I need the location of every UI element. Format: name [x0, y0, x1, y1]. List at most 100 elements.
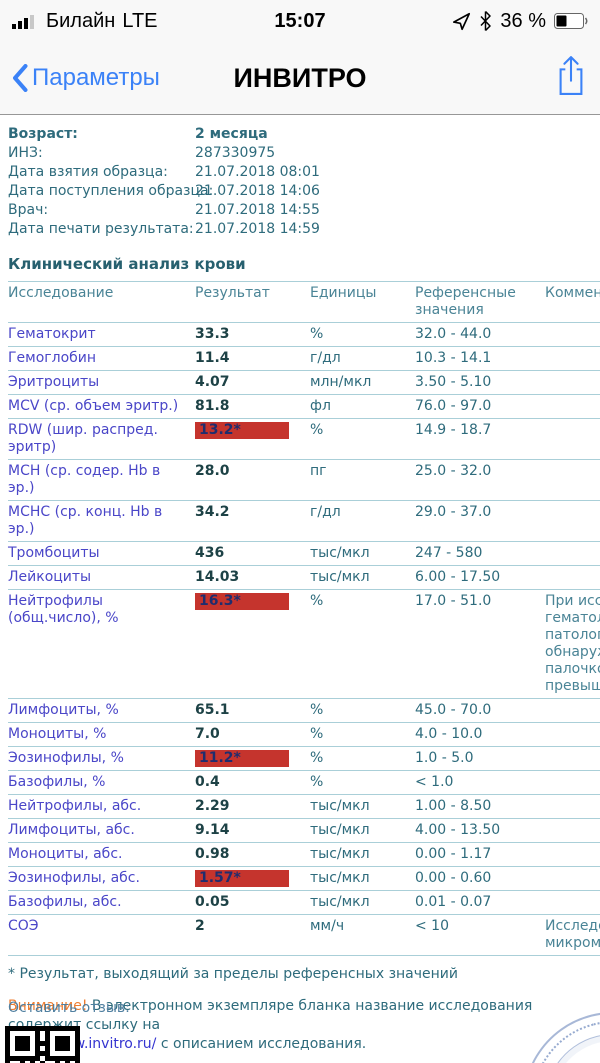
units-value: тыс/мкл: [310, 569, 370, 585]
test-name-link[interactable]: Моноциты, %: [8, 726, 107, 742]
result-value: 9.14: [195, 822, 230, 838]
col-header-result: Результат: [195, 285, 270, 301]
feedback-label: Оставить отзыв:: [8, 1000, 130, 1016]
back-button[interactable]: Параметры: [12, 64, 160, 92]
reference-footnote: * Результат, выходящий за пределы рефере…: [8, 966, 458, 982]
reference-range: 17.0 - 51.0: [415, 593, 492, 609]
test-name-link[interactable]: Нейтрофилы, абс.: [8, 798, 142, 814]
table-row: Тромбоциты 436 тыс/мкл 247 - 580: [8, 542, 600, 566]
col-header-name: Исследование: [8, 285, 114, 301]
result-value: 2.29: [195, 798, 230, 814]
info-value: 287330975: [195, 145, 276, 161]
test-name-link[interactable]: Гемоглобин: [8, 350, 97, 366]
table-row: СОЭ 2 мм/ч < 10 Исследовмикроме: [8, 915, 600, 956]
info-label: Врач:: [8, 202, 49, 218]
result-value: 11.4: [195, 350, 230, 366]
info-label: Дата взятия образца:: [8, 164, 168, 180]
info-value: 2 месяца: [195, 126, 268, 142]
patient-info-row: ИНЗ: 287330975: [8, 144, 600, 163]
table-row: RDW (шир. распред. эритр) 13.2* % 14.9 -…: [8, 419, 600, 460]
comment-text: При исслгематолопатологиобнаружпалочкопр…: [545, 593, 600, 694]
col-header-units: Единицы: [310, 285, 377, 301]
status-bar: Билайн LTE 15:07 36 %: [0, 0, 600, 42]
test-name-link[interactable]: Эозинофилы, %: [8, 750, 124, 766]
col-header-comment: Комментарии: [545, 285, 600, 301]
units-value: %: [310, 326, 324, 342]
result-value: 436: [195, 545, 225, 561]
info-label: Возраст:: [8, 126, 78, 142]
table-row: Эозинофилы, абс. 1.57* тыс/мкл 0.00 - 0.…: [8, 867, 600, 891]
reference-range: 0.01 - 0.07: [415, 894, 492, 910]
result-value: 0.4: [195, 774, 220, 790]
test-name-link[interactable]: Гематокрит: [8, 326, 96, 342]
units-value: тыс/мкл: [310, 545, 370, 561]
table-row: MCH (ср. содер. Hb в эр.) 28.0 пг 25.0 -…: [8, 460, 600, 501]
table-row: Базофилы, % 0.4 % < 1.0: [8, 771, 600, 795]
test-name-link[interactable]: Моноциты, абс.: [8, 846, 123, 862]
table-row: Гемоглобин 11.4 г/дл 10.3 - 14.1: [8, 347, 600, 371]
units-value: %: [310, 422, 324, 438]
result-value: 14.03: [195, 569, 240, 585]
comment-text: [545, 798, 600, 815]
results-table: Исследование Результат Единицы Референсн…: [8, 281, 600, 956]
table-row: MCHC (ср. конц. Hb в эр.) 34.2 г/дл 29.0…: [8, 501, 600, 542]
comment-text: [545, 774, 600, 791]
comment-text: [545, 894, 600, 911]
reference-range: 6.00 - 17.50: [415, 569, 501, 585]
table-row: Гематокрит 33.3 % 32.0 - 44.0: [8, 323, 600, 347]
comment-text: [545, 846, 600, 863]
table-row: Лимфоциты, % 65.1 % 45.0 - 70.0: [8, 699, 600, 723]
table-row: Лейкоциты 14.03 тыс/мкл 6.00 - 17.50: [8, 566, 600, 590]
nav-bar: Параметры ИНВИТРО: [0, 42, 600, 114]
test-name-link[interactable]: Нейтрофилы (общ.число), %: [8, 593, 119, 626]
info-label: Дата печати результата:: [8, 221, 194, 237]
test-name-link[interactable]: RDW (шир. распред. эритр): [8, 422, 158, 455]
info-value: 21.07.2018 14:59: [195, 221, 320, 237]
result-value: 28.0: [195, 463, 230, 479]
test-name-link[interactable]: MCH (ср. содер. Hb в эр.): [8, 463, 161, 496]
reference-range: 32.0 - 44.0: [415, 326, 492, 342]
reference-range: 10.3 - 14.1: [415, 350, 492, 366]
carrier-label: Билайн: [46, 9, 116, 32]
test-name-link[interactable]: Эритроциты: [8, 374, 100, 390]
units-value: %: [310, 726, 324, 742]
warning-prefix: Внимание!: [8, 998, 88, 1014]
result-value: 65.1: [195, 702, 230, 718]
units-value: тыс/мкл: [310, 822, 370, 838]
reference-range: 25.0 - 32.0: [415, 463, 492, 479]
share-button[interactable]: [554, 54, 588, 102]
test-name-link[interactable]: Лимфоциты, абс.: [8, 822, 135, 838]
result-value: 7.0: [195, 726, 220, 742]
comment-text: [545, 726, 600, 743]
comment-text: [545, 569, 600, 586]
test-name-link[interactable]: Тромбоциты: [8, 545, 100, 561]
comment-text: [545, 326, 600, 343]
result-value: 4.07: [195, 374, 230, 390]
table-row: Моноциты, абс. 0.98 тыс/мкл 0.00 - 1.17: [8, 843, 600, 867]
bluetooth-icon: [480, 11, 492, 31]
results-table-body: Гематокрит 33.3 % 32.0 - 44.0 Гемоглобин…: [8, 323, 600, 956]
table-row: Нейтрофилы, абс. 2.29 тыс/мкл 1.00 - 8.5…: [8, 795, 600, 819]
units-value: г/дл: [310, 504, 341, 520]
test-name-link[interactable]: MCV (ср. объем эритр.): [8, 398, 179, 414]
table-row: Нейтрофилы (общ.число), % 16.3* % 17.0 -…: [8, 590, 600, 699]
test-name-link[interactable]: Лейкоциты: [8, 569, 92, 585]
patient-info-row: Возраст: 2 месяца: [8, 125, 600, 144]
test-name-link[interactable]: Базофилы, абс.: [8, 894, 122, 910]
test-name-link[interactable]: MCHC (ср. конц. Hb в эр.): [8, 504, 163, 537]
reference-range: 3.50 - 5.10: [415, 374, 492, 390]
link-suffix: с описанием исследования.: [156, 1036, 367, 1052]
page-title: ИНВИТРО: [233, 62, 367, 93]
result-value: 0.98: [195, 846, 230, 862]
result-value: 13.2*: [195, 422, 310, 456]
reference-range: < 10: [415, 918, 449, 934]
test-name-link[interactable]: Эозинофилы, абс.: [8, 870, 140, 886]
comment-text: [545, 870, 600, 887]
test-name-link[interactable]: Лимфоциты, %: [8, 702, 119, 718]
test-name-link[interactable]: Базофилы, %: [8, 774, 106, 790]
test-name-link[interactable]: СОЭ: [8, 918, 39, 934]
result-value: 33.3: [195, 326, 230, 342]
units-value: млн/мкл: [310, 374, 372, 390]
battery-percent-label: 36 %: [500, 9, 546, 32]
